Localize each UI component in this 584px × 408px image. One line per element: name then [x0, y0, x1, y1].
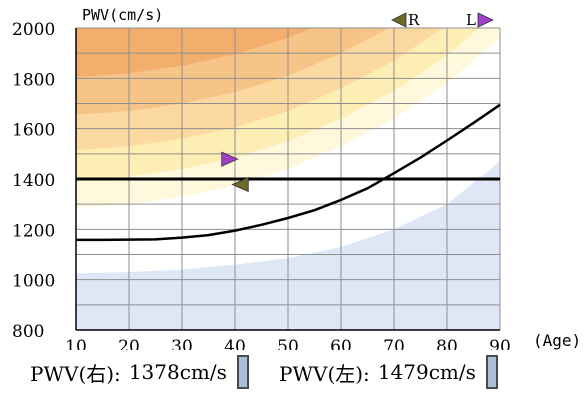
y-tick-label: 1600 — [12, 121, 55, 141]
x-tick-label: 20 — [118, 337, 140, 350]
zone-high-5 — [76, 28, 312, 78]
pwv-right-indicator — [236, 355, 249, 389]
y-tick-label: 1800 — [12, 70, 55, 90]
pwv-right-label: PWV(右): — [30, 361, 121, 386]
marker-l — [221, 151, 239, 167]
pwv-left-indicator — [485, 355, 498, 389]
y-axis-label: PWV(cm/s) — [82, 6, 163, 24]
background-zones — [76, 28, 500, 330]
x-tick-label: 30 — [171, 337, 193, 350]
pwv-left-readout: PWV(左): 1479cm/s — [279, 352, 498, 392]
legend-label-l: L — [466, 11, 476, 29]
x-axis-label: (Age) — [533, 331, 581, 350]
marker-r — [231, 176, 249, 193]
pwv-right-readout: PWV(右): 1378cm/s — [30, 352, 249, 392]
x-tick-label: 40 — [224, 337, 246, 350]
pwv-chart: 800 1000 1200 1400 1600 1800 2000 10 20 30 40 50 60 7… — [12, 6, 581, 350]
x-tick-label: 10 — [65, 337, 87, 350]
pwv-left-label: PWV(左): — [279, 361, 370, 386]
x-tick-label: 70 — [383, 337, 405, 350]
x-tick-label: 90 — [489, 337, 511, 350]
x-tick-label: 60 — [330, 337, 352, 350]
legend-marker-r — [391, 12, 407, 28]
y-tick-label: 800 — [12, 322, 44, 342]
x-tick-label: 80 — [436, 337, 458, 350]
y-tick-label: 1000 — [12, 272, 55, 292]
y-tick-label: 1200 — [12, 221, 55, 241]
y-tick-label: 1400 — [12, 171, 55, 191]
pwv-left-value: 1479cm/s — [377, 360, 476, 384]
legend-label-r: R — [408, 11, 420, 29]
y-tick-label: 2000 — [12, 20, 55, 40]
legend-marker-l — [477, 12, 494, 28]
pwv-right-value: 1378cm/s — [128, 360, 227, 384]
x-tick-label: 50 — [277, 337, 299, 350]
series-line-1 — [76, 103, 501, 242]
